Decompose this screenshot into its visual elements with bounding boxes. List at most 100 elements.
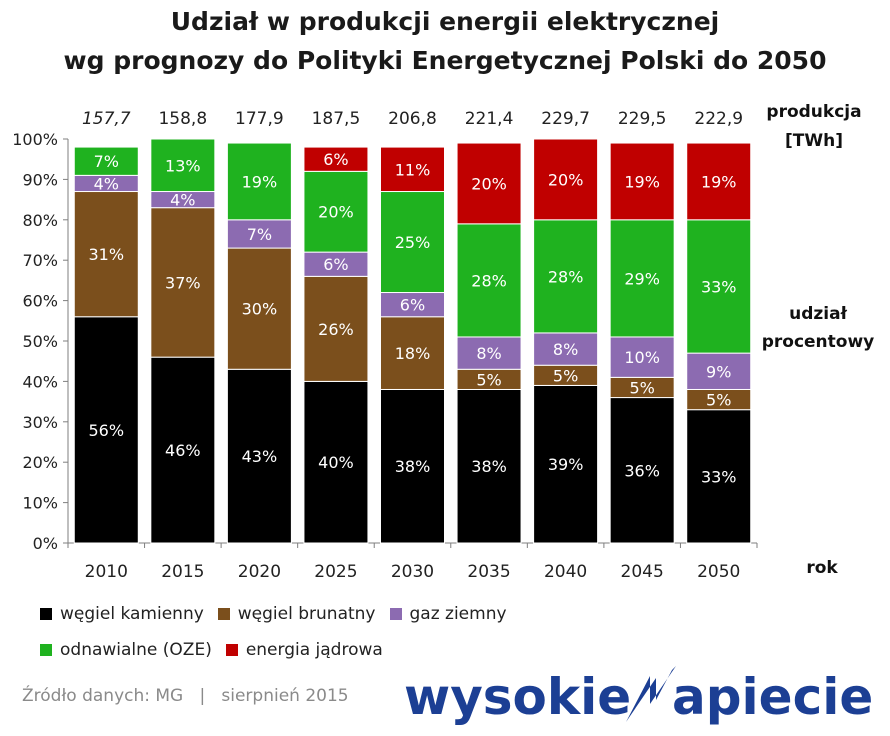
data-label: 5% <box>706 391 731 410</box>
y-tick-label: 100% <box>12 130 58 149</box>
data-label: 20% <box>548 170 584 189</box>
site-logo: wysokie apiecie.pl <box>404 666 874 726</box>
data-label: 6% <box>323 150 348 169</box>
legend-row-1: węgiel kamienny węgiel brunatny gaz ziem… <box>40 596 521 632</box>
bar-segment <box>533 384 599 544</box>
data-label: 33% <box>701 277 737 296</box>
logo-text-part2: apiecie.pl <box>672 668 874 726</box>
data-label: 20% <box>318 203 354 222</box>
production-value-label: 222,9 <box>694 109 743 129</box>
data-label: 36% <box>624 461 660 480</box>
legend-swatch <box>225 644 238 656</box>
data-label: 38% <box>395 457 431 476</box>
legend-swatch <box>40 644 52 656</box>
bar-segment <box>150 138 216 193</box>
bar-segment <box>686 142 752 221</box>
x-tick-label: 2015 <box>161 562 204 582</box>
bar-segment <box>609 336 675 378</box>
bar-segment <box>380 146 445 193</box>
x-tick-label: 2010 <box>85 562 128 582</box>
bar-segment <box>686 219 752 354</box>
data-label: 43% <box>242 447 278 466</box>
production-value-label: 221,4 <box>465 109 514 129</box>
data-label: 5% <box>629 378 654 397</box>
production-axis-label: produkcja <box>766 102 861 122</box>
bar-segment <box>533 138 599 221</box>
x-axis-title: rok <box>806 558 838 578</box>
logo-text-part1: wysokie <box>404 668 631 726</box>
data-label: 46% <box>165 441 201 460</box>
x-tick-label: 2035 <box>467 562 510 582</box>
legend-label: odnawialne (OZE) <box>60 640 212 660</box>
production-value-label: 157,7 <box>82 109 131 129</box>
stacked-bar-chart: 0% 10% 20% 30% 40% 50% 60% 70% 80% 90% 100% 2010 201… <box>12 102 875 582</box>
bar-segment <box>609 142 675 221</box>
y-tick-label: 90% <box>22 170 58 189</box>
bar-segment <box>456 223 522 338</box>
data-label: 4% <box>94 174 119 193</box>
legend-row-2: odnawialne (OZE) energia jądrowa <box>40 632 521 668</box>
x-tick-label: 2050 <box>697 562 740 582</box>
bar-segment <box>380 191 445 294</box>
bar-segment <box>686 352 752 390</box>
legend-item: gaz ziemny <box>389 604 507 624</box>
bar-segment <box>303 170 369 253</box>
data-label: 19% <box>242 172 278 191</box>
data-label: 8% <box>476 344 501 363</box>
data-label: 40% <box>318 453 354 472</box>
bar-segment <box>73 146 139 176</box>
bar-segment <box>150 356 216 544</box>
bar-segment <box>226 219 292 249</box>
bar-segment <box>303 380 369 544</box>
chart-title-line1: Udział w produkcji energii elektrycznej <box>170 7 720 36</box>
production-value-label: 229,7 <box>541 109 590 129</box>
bar-segment <box>456 336 522 370</box>
bar-segment <box>303 275 369 382</box>
data-label: 7% <box>94 152 119 171</box>
chart-title-line2: wg prognozy do Polityki Energetycznej Po… <box>63 46 827 75</box>
share-axis-label-line2: procentowy <box>762 332 875 352</box>
bar-segment <box>226 368 292 544</box>
legend-item: węgiel brunatny <box>217 604 376 624</box>
data-label: 19% <box>701 172 737 191</box>
y-tick-label: 80% <box>22 211 58 230</box>
bar-segment <box>303 146 369 172</box>
data-label: 39% <box>548 455 584 474</box>
legend-item: energia jądrowa <box>225 640 383 660</box>
legend-item: węgiel kamienny <box>40 604 204 624</box>
data-label: 5% <box>553 366 578 385</box>
data-label: 11% <box>395 160 431 179</box>
data-label: 18% <box>395 344 431 363</box>
x-tick-label: 2030 <box>391 562 434 582</box>
production-value-label: 187,5 <box>312 109 361 129</box>
bar-segment <box>380 316 445 390</box>
lightning-icon <box>626 666 676 722</box>
y-tick-label: 60% <box>22 292 58 311</box>
x-tick-label: 2020 <box>238 562 281 582</box>
data-label: 4% <box>170 191 195 210</box>
data-label: 5% <box>476 370 501 389</box>
data-label: 28% <box>548 267 584 286</box>
y-tick-label: 0% <box>33 534 58 553</box>
bar-segment <box>533 332 599 366</box>
data-label: 26% <box>318 320 354 339</box>
data-label: 20% <box>471 174 507 193</box>
bar-segment <box>226 142 292 221</box>
data-label: 13% <box>165 156 201 175</box>
legend-label: gaz ziemny <box>409 604 507 624</box>
data-label: 29% <box>624 269 660 288</box>
legend-swatch <box>389 608 402 620</box>
data-label: 33% <box>701 467 737 486</box>
production-value-label: 177,9 <box>235 109 284 129</box>
data-label: 56% <box>88 421 124 440</box>
legend-item: odnawialne (OZE) <box>40 640 212 660</box>
chart-legend: węgiel kamienny węgiel brunatny gaz ziem… <box>40 596 521 668</box>
legend-label: węgiel kamienny <box>60 604 204 624</box>
data-label: 19% <box>624 172 660 191</box>
data-label: 9% <box>706 362 731 381</box>
bar-segment <box>380 388 445 544</box>
data-label: 6% <box>400 296 425 315</box>
bar-segment <box>73 316 139 544</box>
legend-label: węgiel brunatny <box>237 604 376 624</box>
legend-swatch <box>217 608 230 620</box>
